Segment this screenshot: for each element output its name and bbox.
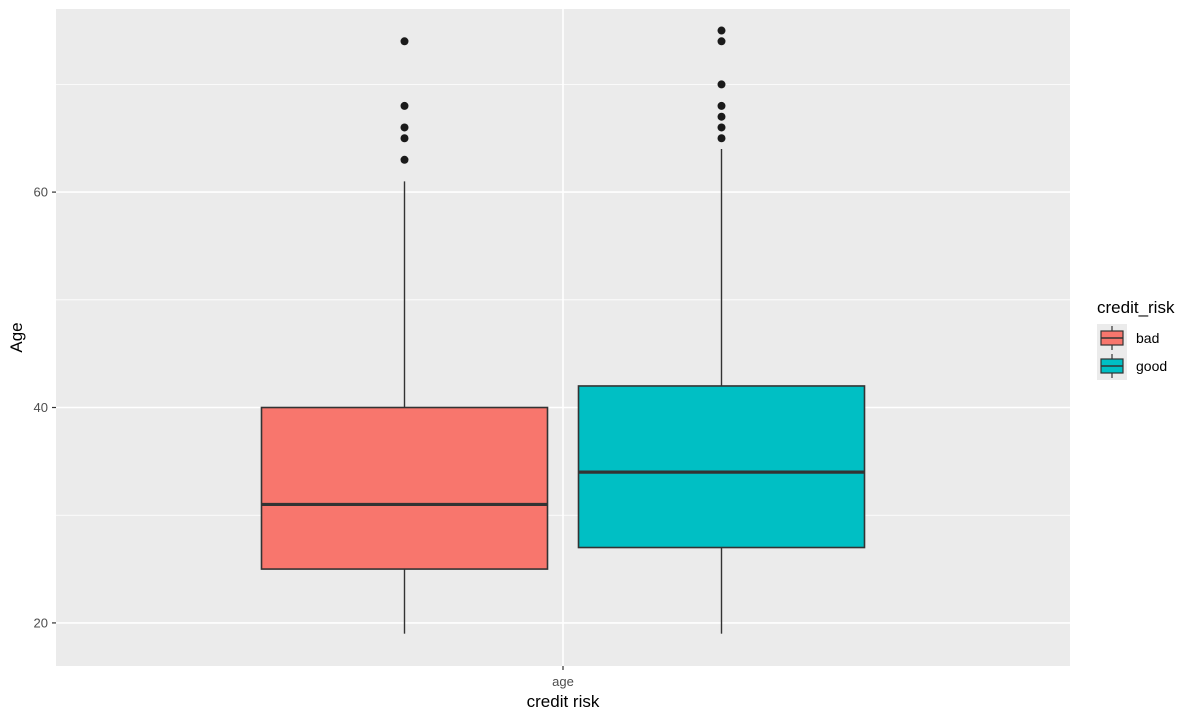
- legend-title: credit_risk: [1097, 298, 1175, 317]
- y-axis: 20 40 60: [34, 185, 56, 630]
- grid-major: [56, 9, 1070, 666]
- outlier-point: [717, 37, 726, 46]
- x-tick-label: age: [552, 674, 574, 689]
- outlier-point: [717, 112, 726, 121]
- x-axis-title: credit risk: [527, 692, 600, 711]
- legend-label-bad: bad: [1136, 330, 1159, 346]
- outlier-point: [717, 123, 726, 132]
- outlier-point: [717, 134, 726, 143]
- outlier-point: [400, 134, 409, 143]
- outlier-point: [400, 155, 409, 164]
- outlier-point: [717, 26, 726, 35]
- box-body: [577, 385, 866, 549]
- outlier-point: [717, 80, 726, 89]
- y-tick-label: 40: [34, 400, 48, 415]
- box-bad: [260, 37, 549, 634]
- legend-label-good: good: [1136, 358, 1167, 374]
- x-axis: age: [552, 666, 574, 689]
- outlier-point: [400, 37, 409, 46]
- box-good: [577, 26, 866, 634]
- box-body: [260, 406, 549, 570]
- y-tick-label: 20: [34, 615, 48, 630]
- y-tick-label: 60: [34, 185, 48, 200]
- outlier-point: [717, 101, 726, 110]
- legend-key-bad: [1097, 324, 1127, 352]
- legend: credit_risk bad good: [1097, 298, 1175, 380]
- boxes: [260, 26, 866, 634]
- legend-key-good: [1097, 352, 1127, 380]
- outlier-point: [400, 123, 409, 132]
- outlier-point: [400, 101, 409, 110]
- y-axis-title: Age: [7, 322, 26, 352]
